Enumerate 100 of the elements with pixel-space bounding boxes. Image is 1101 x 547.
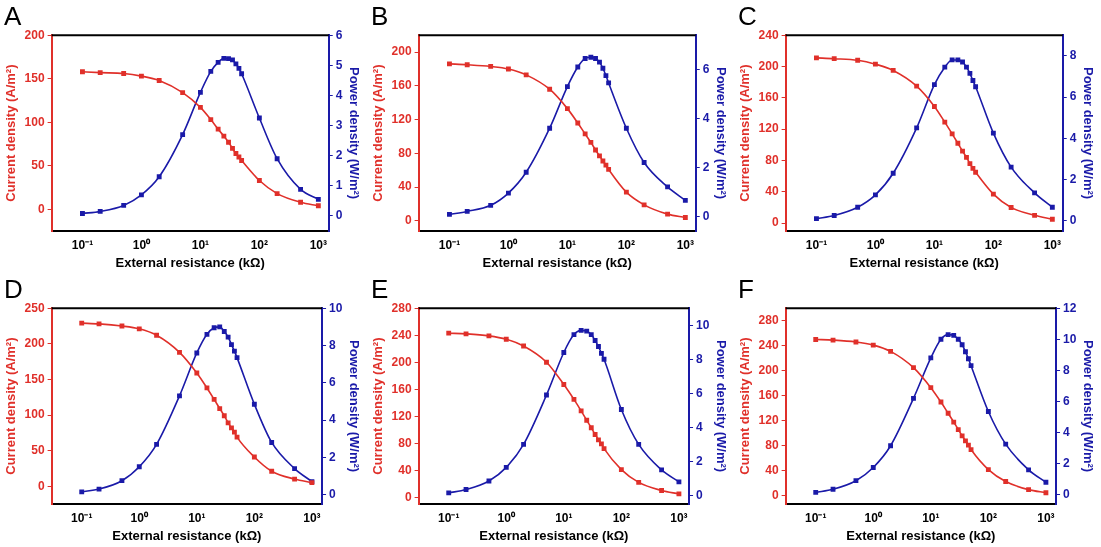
y-tick-label: 40 (765, 463, 779, 478)
y2-tick-label: 6 (696, 385, 704, 400)
x-tick-label: 10¹ (922, 510, 940, 525)
x-axis-title: External resistance (kΩ) (482, 254, 632, 270)
y-tick-label: 0 (37, 478, 45, 493)
x-tick-label: 10⁰ (866, 237, 886, 252)
y-tick-label: 160 (758, 388, 779, 403)
y2-tick-label: 8 (329, 337, 337, 352)
x-tick-label: 10¹ (925, 237, 944, 252)
x-tick-label: 10⁻¹ (71, 510, 93, 525)
x-tick-label: 10³ (676, 237, 695, 252)
y-tick-label: 100 (24, 407, 45, 422)
y2-tick-label: 2 (696, 453, 704, 468)
x-tick-label: 10⁰ (499, 237, 519, 252)
y2-tick-label: 2 (702, 159, 710, 174)
x-tick-label: 10² (250, 237, 269, 252)
y-tick-label: 280 (758, 313, 779, 328)
chart-title: A (4, 0, 22, 31)
y-tick-label: 50 (31, 158, 45, 173)
y-tick-label: 280 (391, 300, 412, 315)
x-tick-label: 10¹ (558, 237, 577, 252)
y2-axis-title: Power density (W/m²) (346, 67, 362, 200)
y2-tick-label: 4 (1069, 130, 1077, 145)
y-tick-label: 120 (758, 121, 779, 136)
chart-title: D (4, 273, 23, 304)
y-tick-label: 120 (758, 413, 779, 428)
y-tick-label: 0 (771, 488, 779, 503)
y2-tick-label: 4 (335, 87, 343, 102)
y-tick-label: 0 (404, 213, 412, 228)
y-tick-label: 150 (24, 371, 45, 386)
x-tick-label: 10² (612, 510, 631, 525)
x-tick-label: 10⁰ (132, 237, 152, 252)
y-tick-label: 120 (391, 111, 412, 126)
y2-tick-label: 10 (696, 317, 710, 332)
x-tick-label: 10⁻¹ (71, 237, 94, 252)
y-tick-label: 160 (391, 78, 412, 93)
chart-title: B (371, 0, 389, 31)
y2-tick-label: 6 (1069, 89, 1077, 104)
y-axis-title: Current density (A/m²) (737, 337, 753, 475)
y2-axis-title: Power density (W/m²) (346, 340, 362, 473)
x-tick-label: 10⁰ (497, 510, 516, 525)
y-tick-label: 160 (758, 90, 779, 105)
x-tick-label: 10⁰ (864, 510, 883, 525)
y-tick-label: 40 (765, 184, 779, 199)
y-tick-label: 0 (404, 489, 412, 504)
x-tick-label: 10¹ (188, 510, 206, 525)
y2-tick-label: 8 (1069, 48, 1077, 63)
y-tick-label: 80 (765, 152, 779, 167)
x-tick-label: 10⁻¹ (438, 510, 460, 525)
y-axis-title: Current density (A/m²) (737, 64, 753, 202)
x-tick-label: 10³ (1037, 510, 1055, 525)
y2-tick-label: 2 (335, 148, 343, 162)
x-tick-label: 10¹ (191, 237, 210, 252)
x-tick-label: 10² (979, 510, 998, 525)
chart-title: F (738, 273, 754, 304)
y-axis-title: Current density (A/m²) (3, 337, 19, 475)
x-tick-label: 10³ (303, 510, 321, 525)
x-axis-title: External resistance (kΩ) (115, 254, 265, 270)
y-axis-title: Current density (A/m²) (3, 64, 19, 202)
x-tick-label: 10⁻¹ (805, 237, 828, 252)
y-tick-label: 200 (391, 44, 412, 59)
y-tick-label: 200 (758, 58, 779, 73)
y2-tick-label: 12 (1063, 300, 1077, 315)
chart-title: C (738, 0, 757, 31)
y2-axis-title: Power density (W/m²) (1080, 67, 1096, 200)
y-tick-label: 40 (398, 179, 412, 194)
y2-tick-label: 4 (1063, 424, 1071, 439)
y-tick-label: 100 (24, 114, 45, 129)
y2-tick-label: 1 (335, 178, 343, 193)
y-tick-label: 0 (771, 215, 779, 230)
y2-tick-label: 10 (1063, 331, 1077, 346)
y-tick-label: 160 (391, 381, 412, 396)
y2-tick-label: 0 (696, 487, 704, 502)
x-tick-label: 10³ (309, 237, 328, 252)
y-tick-label: 240 (391, 327, 412, 342)
y-tick-label: 200 (758, 363, 779, 378)
y2-tick-label: 4 (702, 110, 710, 125)
y2-tick-label: 0 (1063, 486, 1071, 501)
x-axis-title: External resistance (kΩ) (479, 527, 629, 543)
x-tick-label: 10⁻¹ (438, 237, 461, 252)
y-tick-label: 0 (37, 201, 45, 216)
x-tick-label: 10³ (670, 510, 688, 525)
y2-tick-label: 0 (335, 208, 343, 223)
y-tick-label: 200 (391, 354, 412, 369)
y2-tick-label: 6 (329, 375, 337, 390)
y2-axis-title: Power density (W/m²) (713, 67, 729, 200)
y-axis-title: Current density (A/m²) (370, 337, 386, 475)
y2-tick-label: 0 (329, 486, 337, 501)
y-tick-label: 80 (398, 435, 412, 450)
y-tick-label: 240 (758, 338, 779, 353)
x-tick-label: 10⁻¹ (805, 510, 827, 525)
y2-tick-label: 10 (329, 300, 343, 315)
x-axis-title: External resistance (kΩ) (846, 527, 996, 543)
x-tick-label: 10² (245, 510, 264, 525)
y2-tick-label: 4 (329, 412, 337, 427)
y2-tick-label: 3 (335, 117, 343, 132)
y-tick-label: 250 (24, 300, 45, 315)
y2-tick-label: 0 (1069, 213, 1077, 228)
y-tick-label: 200 (24, 27, 45, 42)
y2-tick-label: 5 (335, 57, 343, 72)
